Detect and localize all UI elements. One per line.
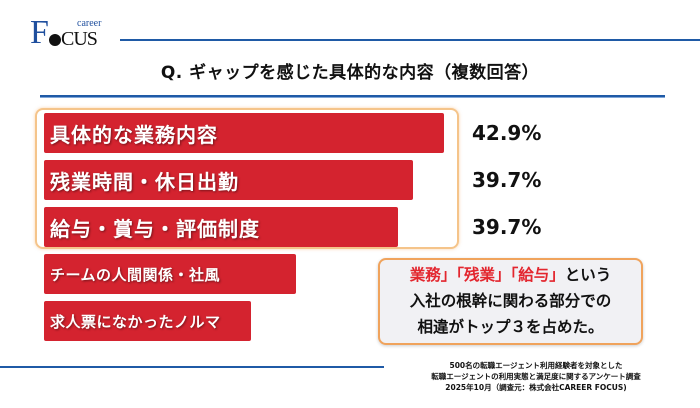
top3-highlight-frame <box>35 108 459 249</box>
bar-specific-work: 具体的な業務内容 <box>44 113 444 153</box>
source-note: 500名の転職エージェント利用経験者を対象とした 転職エージェントの利用実態と満… <box>386 360 686 393</box>
source-line-1: 500名の転職エージェント利用経験者を対象とした <box>449 361 623 370</box>
footer-divider <box>0 366 384 368</box>
bar-label: チームの人間関係・社風 <box>50 265 221 284</box>
bar-overtime-holiday: 残業時間・休日出勤 <box>44 160 413 200</box>
callout-line-3: 相違がトップ３を占めた。 <box>417 318 604 336</box>
source-line-3: 2025年10月（調査元：株式会社CAREER FOCUS) <box>445 383 627 392</box>
source-line-2: 転職エージェントの利用実態と満足度に関するアンケート調査 <box>431 372 641 381</box>
logo-dot-icon <box>49 34 61 46</box>
logo-letter-f: F <box>30 14 49 51</box>
title-divider <box>40 95 665 97</box>
logo-letters-cus: CUS <box>61 28 98 50</box>
header-divider <box>120 39 700 41</box>
bar-label: 求人票になかったノルマ <box>50 312 221 331</box>
callout-text: という <box>564 266 612 284</box>
summary-callout: 業務」「残業」「給与」という 入社の根幹に関わる部分での 相違がトップ３を占めた… <box>378 258 643 345</box>
callout-line-2: 入社の根幹に関わる部分での <box>409 292 612 310</box>
bar-label: 具体的な業務内容 <box>50 122 218 147</box>
value-label: 42.9% <box>472 121 542 145</box>
bar-unlisted-quota: 求人票になかったノルマ <box>44 301 251 341</box>
callout-line-1: 業務」「残業」「給与」という <box>380 262 641 288</box>
value-label: 39.7% <box>472 215 542 239</box>
bar-label: 給与・賞与・評価制度 <box>50 216 260 241</box>
bar-team-culture: チームの人間関係・社風 <box>44 254 296 294</box>
career-focus-logo: F CUS career <box>30 14 120 54</box>
value-label: 39.7% <box>472 168 542 192</box>
chart-title: Q. ギャップを感じた具体的な内容（複数回答） <box>160 63 540 83</box>
logo-career-text: career <box>77 18 102 29</box>
callout-highlight: 業務」「残業」「給与」 <box>409 266 565 284</box>
bar-salary-evaluation: 給与・賞与・評価制度 <box>44 207 398 247</box>
bar-label: 残業時間・休日出勤 <box>50 169 239 194</box>
